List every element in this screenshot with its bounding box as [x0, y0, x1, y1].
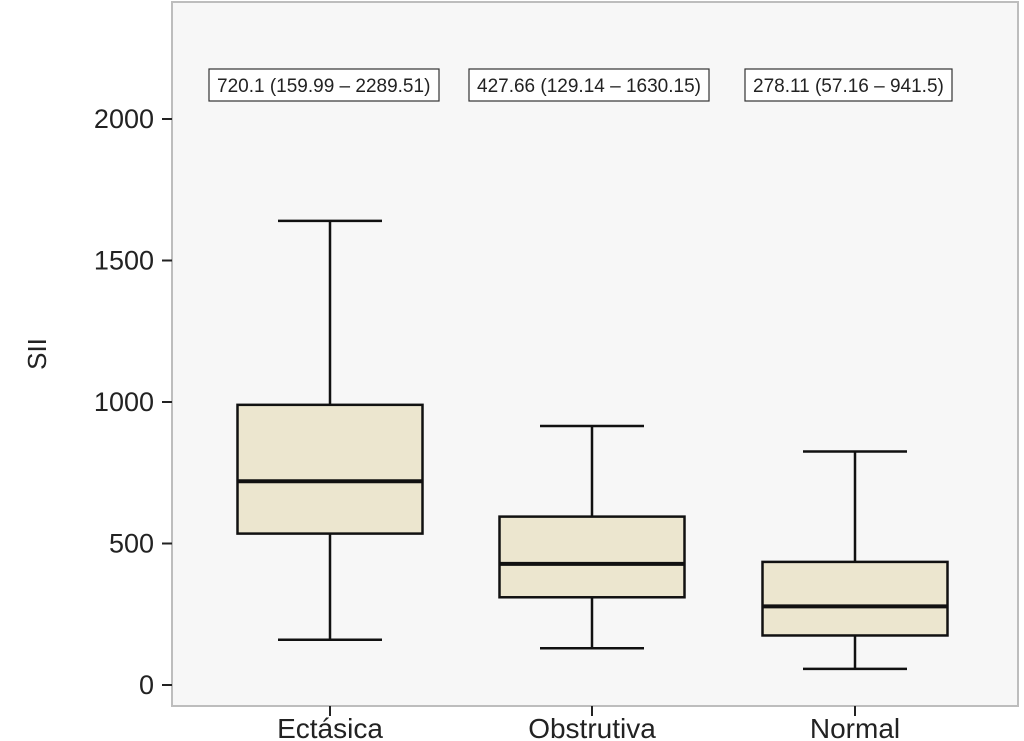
- y-tick-label: 500: [109, 529, 154, 559]
- annotation-text: 278.11 (57.16 – 941.5): [753, 76, 944, 97]
- annotations-layer: 720.1 (159.99 – 2289.51) 427.66 (129.14 –…: [208, 68, 953, 102]
- x-axis: Ectásica Obstrutiva Normal: [277, 706, 900, 741]
- boxes-layer: [236, 219, 949, 671]
- annotation-box: 427.66 (129.14 – 1630.15): [468, 68, 710, 102]
- y-tick-label: 1500: [94, 246, 154, 276]
- iqr-box: [761, 560, 949, 637]
- annotation-frame: [208, 68, 440, 102]
- annotation-frame: [468, 68, 710, 102]
- y-tick-label: 2000: [94, 104, 154, 134]
- y-axis: 0 500 1000 1500 2000: [94, 104, 172, 700]
- x-tick-label: Ectásica: [277, 713, 383, 741]
- iqr-box: [236, 403, 424, 535]
- box-group: [498, 424, 686, 650]
- box-group: [236, 219, 424, 641]
- annotation-box: 720.1 (159.99 – 2289.51): [208, 68, 440, 102]
- annotation-frame: [744, 68, 953, 102]
- annotation-text: 720.1 (159.99 – 2289.51): [217, 76, 430, 97]
- y-tick-label: 0: [139, 670, 154, 700]
- x-tick-label: Normal: [810, 713, 900, 741]
- x-tick-label: Obstrutiva: [528, 713, 656, 741]
- iqr-box: [498, 515, 686, 599]
- box-group: [761, 450, 949, 671]
- annotation-box: 278.11 (57.16 – 941.5): [744, 68, 953, 102]
- y-tick-label: 1000: [94, 387, 154, 417]
- y-axis-title: SII: [22, 338, 52, 370]
- annotation-text: 427.66 (129.14 – 1630.15): [477, 76, 701, 97]
